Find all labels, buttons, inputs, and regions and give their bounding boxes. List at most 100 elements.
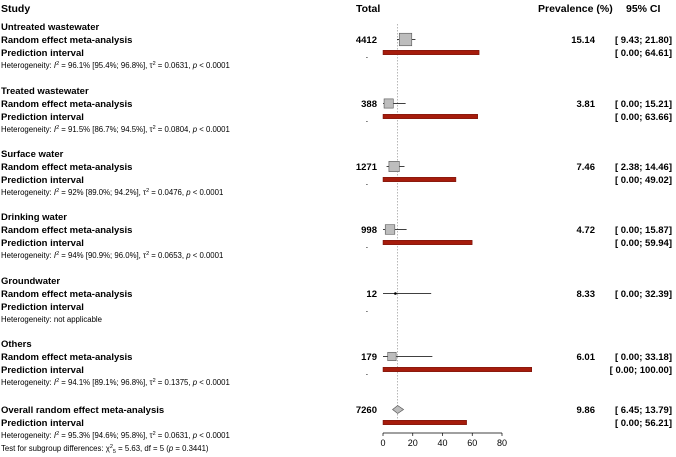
- group-ci: [ 0.00; 32.39]: [615, 289, 672, 300]
- het-p-symbol: p: [185, 188, 191, 197]
- group-total: 388: [361, 99, 377, 110]
- het-tau-value: = 0.0653,: [149, 251, 186, 260]
- het-tau-sup: 2: [153, 125, 156, 131]
- estimate-square: [383, 98, 394, 109]
- prediction-ci: [ 0.00; 100.00]: [610, 365, 672, 376]
- prediction-ci: [ 0.00; 59.94]: [615, 238, 672, 249]
- het-i-symbol: I: [54, 61, 57, 70]
- group-ci: [ 9.43; 21.80]: [615, 35, 672, 46]
- x-tick-label: 20: [408, 438, 418, 448]
- prediction-bar: [382, 367, 532, 372]
- random-effect-label: Random effect meta-analysis: [1, 99, 132, 110]
- overall-diamond: [392, 405, 405, 414]
- estimate-square: [387, 351, 397, 362]
- het-i2-value: = 96.1% [95.4%; 96.8%], τ: [59, 61, 153, 70]
- group-heterogeneity: Heterogeneity: I2 = 96.1% [95.4%; 96.8%]…: [1, 61, 230, 70]
- het-i-symbol: I: [54, 125, 57, 134]
- het-i2-value: = 95.3% [94.6%; 95.8%], τ: [59, 431, 153, 440]
- overall-prediction-label: Prediction interval: [1, 418, 84, 429]
- prediction-bar: [382, 177, 457, 182]
- chi-symbol: χ: [106, 444, 110, 453]
- group-total: 4412: [356, 35, 377, 46]
- het-i2-value: = 94% [90.9%; 96.0%], τ: [59, 251, 147, 260]
- overall-title: Overall random effect meta-analysis: [1, 405, 164, 416]
- header-study: Study: [1, 3, 30, 15]
- group-title: Untreated wastewater: [1, 22, 100, 33]
- overall-prevalence: 9.86: [577, 405, 596, 416]
- group-total: 998: [361, 225, 377, 236]
- prediction-total-dot: .: [366, 240, 369, 251]
- het-i-symbol: I: [54, 188, 57, 197]
- subgroup-test-chi: = 5.63, df = 5 (: [116, 444, 169, 453]
- het-p-value: < 0.0001: [197, 61, 230, 70]
- het-i-sup: 2: [56, 378, 59, 384]
- overall-prediction-bar: [382, 420, 467, 425]
- prediction-interval-label: Prediction interval: [1, 48, 84, 59]
- prediction-bar: [382, 50, 480, 55]
- group-ci: [ 0.00; 15.87]: [615, 225, 672, 236]
- group-heterogeneity: Heterogeneity: I2 = 91.5% [86.7%; 94.5%]…: [1, 125, 230, 134]
- subgroup-p-value: = 0.3441): [173, 444, 209, 453]
- group-total: 12: [366, 289, 377, 300]
- prediction-total-dot: .: [366, 304, 369, 315]
- het-prefix: Heterogeneity:: [1, 378, 54, 387]
- group-ci: [ 0.00; 15.21]: [615, 99, 672, 110]
- group-prevalence: 7.46: [577, 162, 596, 173]
- het-p-value: < 0.0001: [197, 378, 230, 387]
- prediction-total-dot: .: [366, 50, 369, 61]
- group-heterogeneity: Heterogeneity: not applicable: [1, 315, 102, 324]
- subgroup-p-symbol: p: [168, 444, 174, 453]
- random-effect-label: Random effect meta-analysis: [1, 35, 132, 46]
- het-prefix: Heterogeneity:: [1, 251, 54, 260]
- overall-ci: [ 6.45; 13.79]: [615, 405, 672, 416]
- het-i2-value: = 94.1% [89.1%; 96.8%], τ: [59, 378, 153, 387]
- group-prevalence: 6.01: [577, 352, 596, 363]
- prediction-ci: [ 0.00; 49.02]: [615, 175, 672, 186]
- het-p-value: < 0.0001: [197, 125, 230, 134]
- header-prevalence: Prevalence (%): [538, 3, 613, 15]
- group-title: Groundwater: [1, 276, 60, 287]
- header-ci: 95% CI: [626, 3, 661, 15]
- het-i-symbol: I: [54, 431, 57, 440]
- het-p-symbol: p: [185, 251, 191, 260]
- x-tick-label: 60: [467, 438, 477, 448]
- prediction-total-dot: .: [366, 367, 369, 378]
- estimate-square: [398, 32, 413, 47]
- het-tau-value: = 0.0476,: [149, 188, 186, 197]
- het-prefix: Heterogeneity:: [1, 61, 54, 70]
- group-prevalence: 15.14: [571, 35, 595, 46]
- prediction-ci: [ 0.00; 64.61]: [615, 48, 672, 59]
- het-tau-value: = 0.0804,: [156, 125, 193, 134]
- overall-prediction-ci: [ 0.00; 56.21]: [615, 418, 672, 429]
- group-title: Surface water: [1, 149, 64, 160]
- group-title: Treated wastewater: [1, 86, 89, 97]
- group-total: 1271: [356, 162, 378, 173]
- het-i-sup: 2: [56, 61, 59, 67]
- random-effect-label: Random effect meta-analysis: [1, 225, 132, 236]
- het-prefix: Heterogeneity:: [1, 188, 54, 197]
- x-tick-label: 0: [380, 438, 385, 448]
- group-ci: [ 0.00; 33.18]: [615, 352, 672, 363]
- het-tau-sup: 2: [146, 251, 149, 257]
- prediction-total-dot: .: [366, 177, 369, 188]
- group-prevalence: 4.72: [577, 225, 596, 236]
- het-tau-sup: 2: [153, 378, 156, 384]
- x-tick-label: 40: [437, 438, 447, 448]
- random-effect-label: Random effect meta-analysis: [1, 289, 132, 300]
- het-tau-sup: 2: [153, 431, 156, 437]
- chi-sub: 5: [113, 449, 116, 455]
- random-effect-label: Random effect meta-analysis: [1, 162, 132, 173]
- het-i-symbol: I: [54, 378, 57, 387]
- het-tau-value: = 0.1375,: [156, 378, 193, 387]
- het-p-symbol: p: [192, 61, 198, 70]
- prediction-interval-label: Prediction interval: [1, 238, 84, 249]
- het-i2-value: = 91.5% [86.7%; 94.5%], τ: [59, 125, 153, 134]
- het-i-sup: 2: [56, 188, 59, 194]
- header-total: Total: [356, 3, 380, 15]
- het-p-value: < 0.0001: [191, 251, 224, 260]
- random-effect-label: Random effect meta-analysis: [1, 352, 132, 363]
- prediction-interval-label: Prediction interval: [1, 112, 84, 123]
- het-tau-sup: 2: [153, 61, 156, 67]
- group-total: 179: [361, 352, 377, 363]
